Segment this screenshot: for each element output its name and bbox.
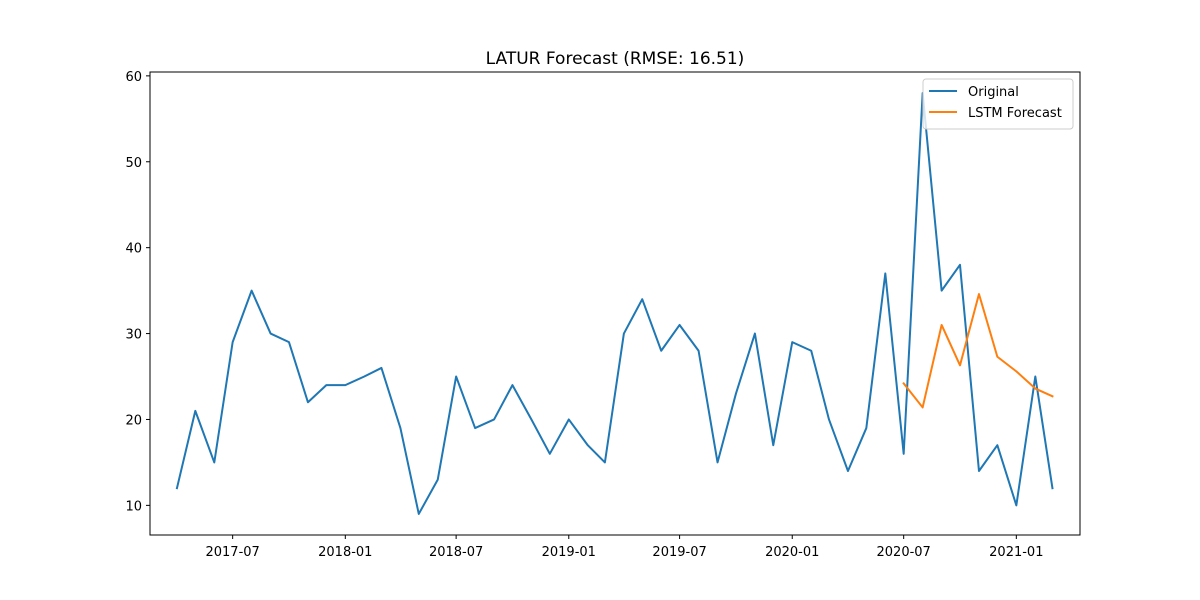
legend: Original LSTM Forecast <box>922 78 1074 130</box>
legend-label: Original <box>968 85 1019 100</box>
y-tick-label: 30 <box>125 328 142 343</box>
y-tick-label: 20 <box>125 413 142 428</box>
x-tick-label: 2021-01 <box>989 545 1043 560</box>
y-axis: 10 20 30 40 50 60 <box>125 70 150 514</box>
x-axis: 2017-07 2018-01 2018-07 2019-01 2019-07 2020-… <box>205 535 1043 560</box>
x-tick-label: 2020-01 <box>765 545 819 560</box>
y-tick-label: 10 <box>125 499 142 514</box>
x-tick-label: 2019-07 <box>652 545 706 560</box>
legend-label: LSTM Forecast <box>968 106 1062 121</box>
chart-title: LATUR Forecast (RMSE: 16.51) <box>486 49 745 69</box>
x-tick-label: 2018-01 <box>318 545 372 560</box>
series-line-lstm-forecast <box>902 293 1054 409</box>
y-tick-label: 50 <box>125 156 142 171</box>
x-tick-label: 2020-07 <box>877 545 931 560</box>
legend-box <box>922 78 1074 130</box>
series-line-original <box>175 92 1054 515</box>
x-tick-label: 2019-01 <box>542 545 596 560</box>
plot-lines <box>175 92 1054 515</box>
plot-frame <box>149 71 1081 536</box>
y-tick-label: 40 <box>125 242 142 257</box>
x-tick-label: 2018-07 <box>429 545 483 560</box>
y-tick-label: 60 <box>125 70 142 85</box>
x-tick-label: 2017-07 <box>205 545 259 560</box>
